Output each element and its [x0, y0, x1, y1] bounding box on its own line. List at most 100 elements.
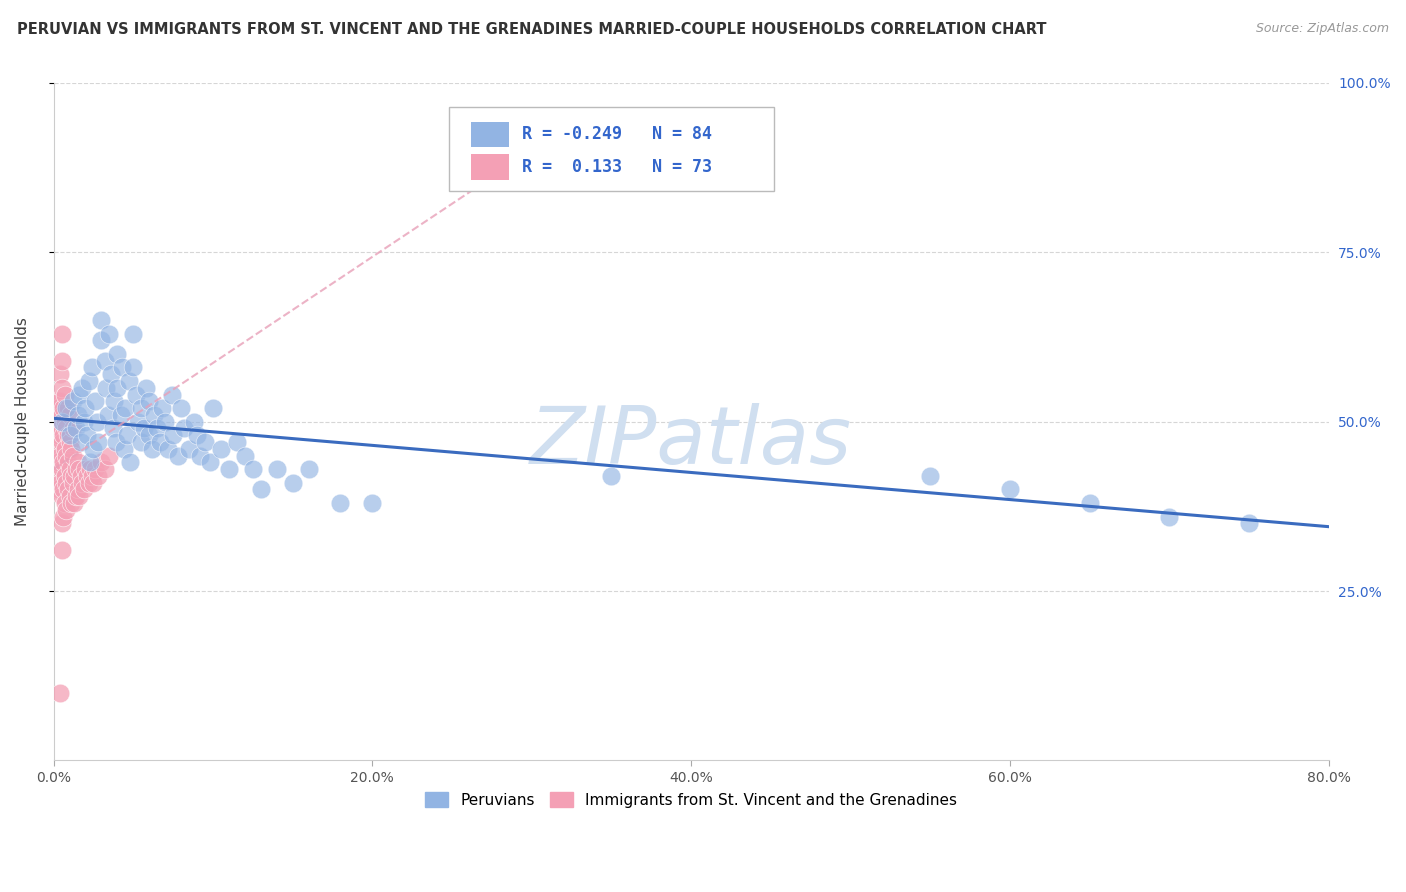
Point	[117, 374, 139, 388]
Text: PERUVIAN VS IMMIGRANTS FROM ST. VINCENT AND THE GRENADINES MARRIED-COUPLE HOUSEH: PERUVIAN VS IMMIGRANTS FROM ST. VINCENT …	[17, 22, 1046, 37]
Point	[53, 387, 76, 401]
Point	[49, 475, 72, 490]
Point	[80, 468, 103, 483]
Point	[157, 442, 180, 456]
Point	[125, 387, 148, 401]
Point	[80, 360, 103, 375]
Point	[188, 449, 211, 463]
Point	[55, 449, 77, 463]
Point	[201, 401, 224, 416]
Point	[86, 415, 108, 429]
Point	[49, 368, 72, 382]
Point	[135, 381, 157, 395]
Point	[58, 434, 80, 449]
Point	[266, 462, 288, 476]
Point	[49, 394, 72, 409]
Point	[51, 408, 73, 422]
Point	[69, 468, 91, 483]
FancyBboxPatch shape	[471, 154, 509, 180]
Point	[63, 468, 86, 483]
Text: R = -0.249   N = 84: R = -0.249 N = 84	[522, 126, 711, 144]
Point	[361, 496, 384, 510]
Point	[75, 401, 97, 416]
Point	[920, 468, 942, 483]
Point	[90, 313, 112, 327]
Point	[56, 483, 79, 497]
Point	[170, 401, 193, 416]
Point	[96, 381, 118, 395]
Point	[72, 475, 94, 490]
Point	[149, 434, 172, 449]
Point	[48, 428, 70, 442]
Point	[998, 483, 1021, 497]
Text: Source: ZipAtlas.com: Source: ZipAtlas.com	[1256, 22, 1389, 36]
Point	[56, 401, 79, 416]
Point	[90, 334, 112, 348]
Point	[93, 462, 115, 476]
Point	[52, 401, 75, 416]
Point	[52, 455, 75, 469]
Point	[177, 442, 200, 456]
Point	[51, 381, 73, 395]
Point	[79, 462, 101, 476]
Point	[122, 326, 145, 341]
Point	[129, 401, 152, 416]
Point	[79, 455, 101, 469]
Point	[225, 434, 247, 449]
Point	[45, 442, 67, 456]
Point	[48, 455, 70, 469]
Point	[62, 449, 84, 463]
Point	[65, 489, 87, 503]
Point	[56, 455, 79, 469]
Point	[51, 415, 73, 429]
Point	[51, 434, 73, 449]
Point	[53, 442, 76, 456]
Point	[249, 483, 271, 497]
Point	[141, 442, 163, 456]
Point	[127, 415, 149, 429]
Point	[62, 475, 84, 490]
Point	[69, 434, 91, 449]
Point	[51, 516, 73, 531]
Point	[242, 462, 264, 476]
Point	[138, 394, 160, 409]
Point	[98, 326, 121, 341]
Point	[48, 483, 70, 497]
Point	[1159, 509, 1181, 524]
Point	[209, 442, 232, 456]
Point	[183, 415, 205, 429]
Text: ZIPatlas: ZIPatlas	[530, 403, 852, 481]
Point	[51, 462, 73, 476]
Point	[173, 421, 195, 435]
Point	[58, 489, 80, 503]
Point	[53, 496, 76, 510]
Point	[49, 421, 72, 435]
Point	[45, 415, 67, 429]
Point	[138, 428, 160, 442]
Point	[51, 353, 73, 368]
Point	[97, 408, 120, 422]
Point	[53, 415, 76, 429]
Point	[52, 509, 75, 524]
FancyBboxPatch shape	[449, 107, 775, 191]
Point	[72, 381, 94, 395]
Point	[98, 449, 121, 463]
Point	[49, 686, 72, 700]
Point	[167, 449, 190, 463]
Point	[66, 483, 89, 497]
Point	[110, 408, 132, 422]
Point	[90, 455, 112, 469]
Point	[84, 394, 107, 409]
Point	[1237, 516, 1260, 531]
Point	[60, 442, 83, 456]
Point	[67, 489, 90, 503]
Point	[60, 496, 83, 510]
Point	[67, 387, 90, 401]
Point	[55, 401, 77, 416]
Legend: Peruvians, Immigrants from St. Vincent and the Grenadines: Peruvians, Immigrants from St. Vincent a…	[419, 786, 963, 814]
Point	[111, 360, 134, 375]
Point	[87, 434, 110, 449]
Point	[329, 496, 352, 510]
FancyBboxPatch shape	[471, 121, 509, 147]
Point	[62, 421, 84, 435]
